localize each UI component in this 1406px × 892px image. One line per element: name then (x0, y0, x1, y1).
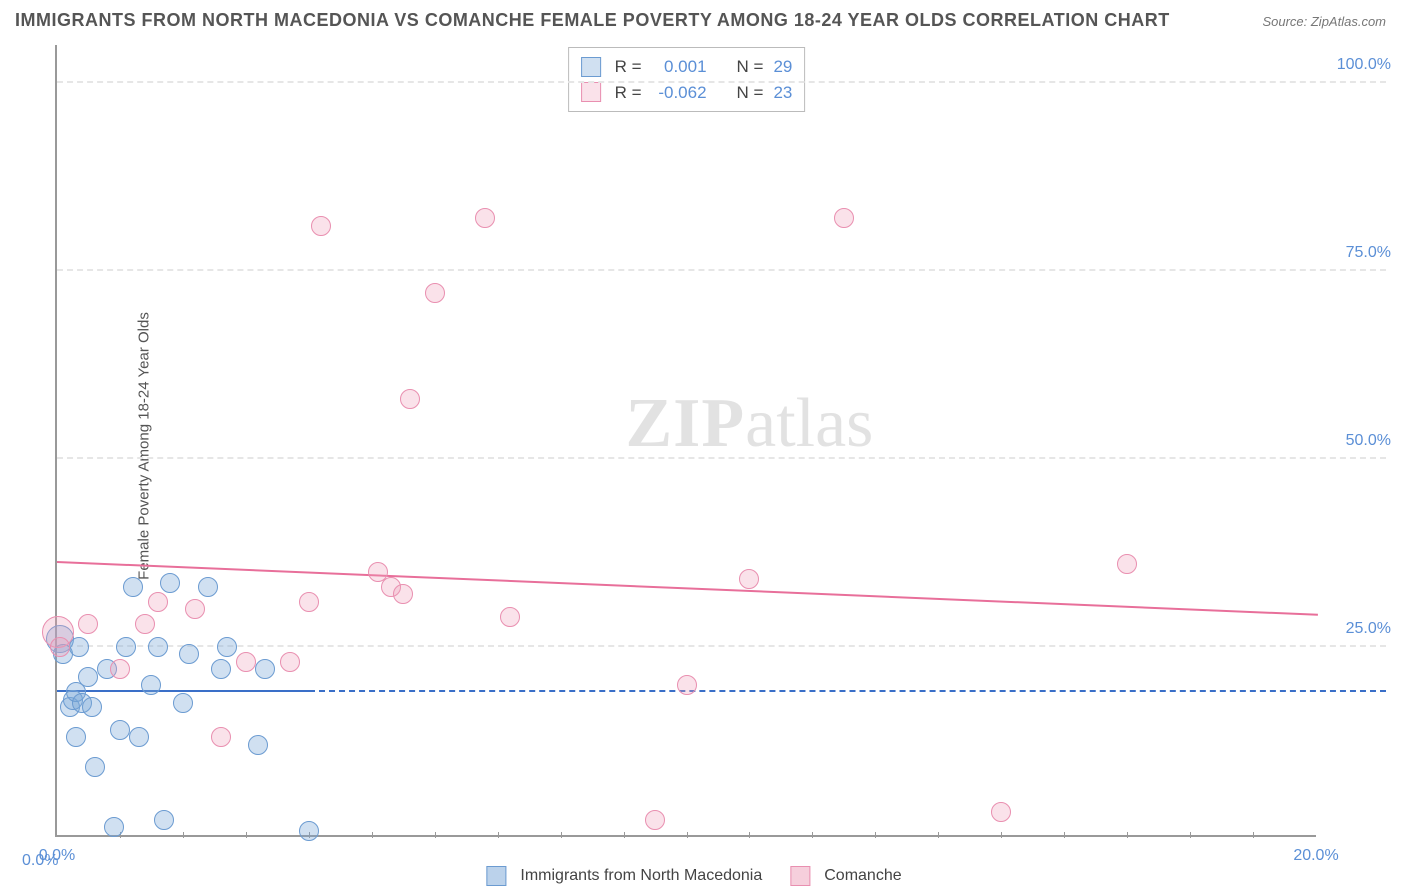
scatter-point (66, 727, 86, 747)
scatter-point (211, 727, 231, 747)
scatter-point (50, 637, 70, 657)
scatter-point (217, 637, 237, 657)
scatter-point (248, 735, 268, 755)
stats-row: R = 0.001 N = 29 (581, 54, 793, 80)
scatter-point (82, 697, 102, 717)
watermark: ZIPatlas (625, 384, 873, 464)
scatter-point (991, 802, 1011, 822)
stats-legend-box: R = 0.001 N = 29 R = -0.062 N = 23 (568, 47, 806, 112)
y-tick-label: 100.0% (1337, 56, 1391, 74)
scatter-point (311, 216, 331, 236)
scatter-point (198, 577, 218, 597)
scatter-point (834, 208, 854, 228)
stat-n-label: N = (737, 54, 764, 80)
x-tick (875, 832, 876, 838)
x-tick (183, 832, 184, 838)
scatter-point (160, 573, 180, 593)
scatter-point (393, 584, 413, 604)
correlation-chart: IMMIGRANTS FROM NORTH MACEDONIA VS COMAN… (0, 0, 1406, 892)
x-tick (624, 832, 625, 838)
scatter-point (185, 599, 205, 619)
trend-line (57, 690, 309, 692)
legend-swatch (486, 866, 506, 886)
source-attribution: Source: ZipAtlas.com (1262, 14, 1386, 29)
scatter-point (104, 817, 124, 837)
scatter-point (739, 569, 759, 589)
x-tick (561, 832, 562, 838)
scatter-point (78, 667, 98, 687)
x-tick (938, 832, 939, 838)
scatter-point (78, 614, 98, 634)
scatter-point (110, 720, 130, 740)
plot-area: ZIPatlas R = 0.001 N = 29R = -0.062 N = 23 2… (55, 45, 1316, 837)
scatter-point (255, 659, 275, 679)
legend-swatch (581, 57, 601, 77)
x-tick (1127, 832, 1128, 838)
scatter-point (236, 652, 256, 672)
scatter-point (110, 659, 130, 679)
gridline (57, 645, 1386, 647)
x-tick (1253, 832, 1254, 838)
x-tick (749, 832, 750, 838)
legend-swatch (581, 82, 601, 102)
scatter-point (645, 810, 665, 830)
scatter-point (148, 637, 168, 657)
stat-r-label: R = (615, 80, 642, 106)
scatter-point (400, 389, 420, 409)
scatter-point (500, 607, 520, 627)
x-tick (687, 832, 688, 838)
gridline (57, 269, 1386, 271)
scatter-point (475, 208, 495, 228)
x-tick (812, 832, 813, 838)
x-tick (435, 832, 436, 838)
gridline (57, 81, 1386, 83)
scatter-point (280, 652, 300, 672)
chart-title: IMMIGRANTS FROM NORTH MACEDONIA VS COMAN… (15, 10, 1170, 31)
legend-series-label: Comanche (824, 867, 901, 885)
x-tick (246, 832, 247, 838)
x-tick (372, 832, 373, 838)
scatter-point (179, 644, 199, 664)
scatter-point (85, 757, 105, 777)
scatter-point (299, 592, 319, 612)
scatter-point (135, 614, 155, 634)
scatter-point (1117, 554, 1137, 574)
scatter-point (116, 637, 136, 657)
scatter-point (425, 283, 445, 303)
scatter-point (173, 693, 193, 713)
x-tick (1190, 832, 1191, 838)
bottom-legend: Immigrants from North Macedonia Comanche (486, 866, 919, 886)
x-tick (498, 832, 499, 838)
y-tick-label: 50.0% (1346, 432, 1391, 450)
scatter-point (141, 675, 161, 695)
scatter-point (154, 810, 174, 830)
stat-r-value: 0.001 (652, 54, 707, 80)
y-tick-label: 25.0% (1346, 620, 1391, 638)
x-tick (1001, 832, 1002, 838)
y-origin-label: 0.0% (22, 852, 58, 870)
y-tick-label: 75.0% (1346, 244, 1391, 262)
stat-n-label: N = (737, 80, 764, 106)
legend-swatch (790, 866, 810, 886)
x-tick (1064, 832, 1065, 838)
x-max-label: 20.0% (1293, 847, 1338, 865)
stat-n-value: 29 (773, 54, 792, 80)
trend-line-extension (309, 690, 1386, 692)
scatter-point (677, 675, 697, 695)
stat-r-label: R = (615, 54, 642, 80)
stat-n-value: 23 (773, 80, 792, 106)
scatter-point (211, 659, 231, 679)
scatter-point (123, 577, 143, 597)
scatter-point (299, 821, 319, 841)
stats-row: R = -0.062 N = 23 (581, 80, 793, 106)
stat-r-value: -0.062 (652, 80, 707, 106)
scatter-point (129, 727, 149, 747)
scatter-point (148, 592, 168, 612)
legend-series-label: Immigrants from North Macedonia (520, 867, 762, 885)
gridline (57, 457, 1386, 459)
